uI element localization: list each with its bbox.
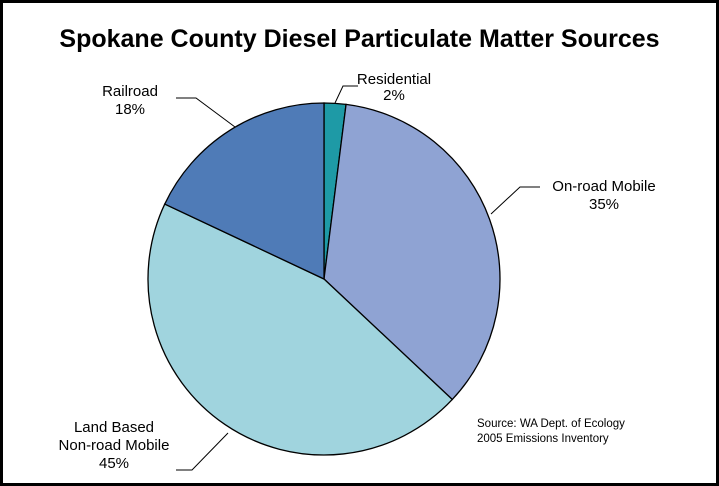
pie-slice-on-road-mobile bbox=[323, 103, 501, 401]
slice-name-label: Residential bbox=[357, 71, 431, 88]
slice-percent-label: 2% bbox=[383, 87, 405, 104]
slice-name-label: On-road Mobile bbox=[552, 178, 655, 195]
leader-line bbox=[334, 85, 358, 104]
slice-name-label: Land Based bbox=[74, 419, 154, 436]
source-note: 2005 Emissions Inventory bbox=[477, 433, 609, 445]
leader-line bbox=[490, 186, 540, 215]
pie-slice-railroad bbox=[163, 102, 325, 281]
source-note: Source: WA Dept. of Ecology bbox=[477, 418, 625, 430]
slice-percent-label: 45% bbox=[99, 455, 129, 472]
slice-name-label: Railroad bbox=[102, 83, 158, 100]
pie-slice-land-based-non-road-mobile bbox=[147, 203, 454, 456]
leader-line bbox=[176, 97, 236, 128]
slice-percent-label: 35% bbox=[589, 196, 619, 213]
leader-line bbox=[176, 432, 229, 471]
chart-title: Spokane County Diesel Particulate Matter… bbox=[59, 25, 660, 53]
slice-percent-label: 18% bbox=[115, 101, 145, 118]
slice-name-label: Non-road Mobile bbox=[59, 437, 170, 454]
